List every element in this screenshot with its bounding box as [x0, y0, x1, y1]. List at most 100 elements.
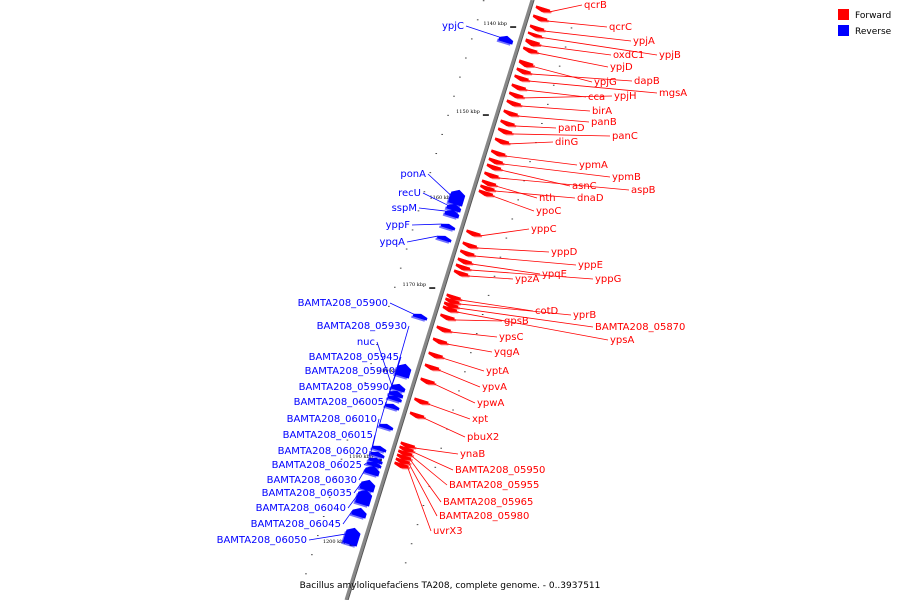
forward-gene-ypqE[interactable] — [457, 257, 473, 265]
forward-gene-label[interactable]: ypjA — [633, 36, 655, 47]
forward-gene-aspB[interactable] — [484, 171, 499, 179]
forward-gene-label[interactable]: yppC — [531, 224, 557, 235]
forward-gene-label[interactable]: oxdC1 — [613, 50, 644, 61]
reverse-gene-BAMTA208_06045[interactable] — [351, 507, 367, 519]
forward-gene-BAMTA208_05980[interactable] — [395, 457, 411, 465]
reverse-gene-label[interactable]: yppF — [386, 220, 411, 231]
reverse-gene-BAMTA208_06050[interactable] — [342, 527, 361, 547]
forward-gene-ynaB[interactable] — [400, 441, 416, 449]
reverse-gene-BAMTA208_06015[interactable] — [369, 451, 385, 459]
forward-gene-label[interactable]: BAMTA208_05950 — [455, 465, 545, 476]
forward-gene-label[interactable]: panD — [558, 123, 585, 134]
forward-gene-cotD[interactable] — [446, 293, 461, 301]
forward-gene-ypjD[interactable] — [522, 46, 538, 54]
forward-gene-label[interactable]: dapB — [634, 76, 660, 87]
reverse-gene-label[interactable]: ypjC — [442, 21, 464, 32]
forward-gene-cca[interactable] — [511, 83, 527, 91]
reverse-gene-BAMTA208_06010[interactable] — [371, 445, 387, 453]
forward-gene-ypjB[interactable] — [527, 31, 543, 38]
forward-gene-label[interactable]: gpsB — [504, 316, 529, 327]
forward-gene-ypvA[interactable] — [424, 363, 440, 371]
reverse-gene-label[interactable]: BAMTA208_06045 — [251, 519, 341, 530]
forward-gene-yppG[interactable] — [455, 263, 471, 271]
reverse-gene-label[interactable]: BAMTA208_06005 — [294, 397, 384, 408]
reverse-gene-BAMTA208_05930[interactable] — [394, 363, 412, 379]
forward-gene-birA[interactable] — [506, 99, 522, 107]
reverse-gene-BAMTA208_05990[interactable] — [384, 403, 400, 411]
reverse-gene-label[interactable]: BAMTA208_06030 — [267, 475, 357, 486]
forward-gene-label[interactable]: ypjD — [610, 62, 633, 73]
reverse-gene-label[interactable]: BAMTA208_06035 — [262, 488, 352, 499]
forward-gene-label[interactable]: aspB — [631, 185, 656, 196]
forward-gene-BAMTA208_05965[interactable] — [396, 453, 412, 461]
reverse-gene-BAMTA208_06005[interactable] — [378, 423, 394, 431]
reverse-gene-BAMTA208_06030[interactable] — [364, 465, 380, 477]
forward-gene-label[interactable]: yppD — [551, 247, 578, 258]
forward-gene-label[interactable]: panC — [612, 131, 638, 142]
forward-gene-label[interactable]: yprB — [573, 310, 596, 321]
forward-gene-label[interactable]: yptA — [486, 366, 509, 377]
forward-gene-ypjG[interactable] — [518, 59, 534, 68]
forward-gene-label[interactable]: ypvA — [482, 382, 507, 393]
reverse-gene-label[interactable]: BAMTA208_06020 — [278, 446, 368, 457]
reverse-gene-label[interactable]: sspM — [392, 203, 417, 214]
forward-gene-ypwA[interactable] — [420, 377, 435, 385]
reverse-gene-label[interactable]: recU — [398, 188, 421, 199]
forward-gene-label[interactable]: uvrX3 — [433, 526, 463, 537]
forward-gene-xpt[interactable] — [414, 397, 429, 405]
reverse-gene-label[interactable]: BAMTA208_06040 — [256, 503, 346, 514]
forward-gene-label[interactable]: ynaB — [460, 449, 485, 460]
reverse-gene-ypqA[interactable] — [436, 235, 452, 243]
forward-gene-label[interactable]: ypsA — [610, 335, 634, 346]
forward-gene-yppC[interactable] — [466, 229, 481, 237]
forward-gene-label[interactable]: xpt — [472, 414, 488, 425]
forward-gene-label[interactable]: qcrB — [584, 0, 607, 11]
forward-gene-asnC[interactable] — [486, 163, 502, 171]
reverse-gene-label[interactable]: BAMTA208_05945 — [309, 352, 399, 363]
reverse-gene-label[interactable]: BAMTA208_06025 — [272, 460, 362, 471]
forward-gene-label[interactable]: ypjB — [659, 50, 681, 61]
forward-gene-label[interactable]: birA — [592, 106, 612, 117]
forward-gene-label[interactable]: ypmB — [612, 172, 641, 183]
reverse-gene-yppF[interactable] — [440, 223, 456, 231]
forward-gene-dinG[interactable] — [494, 137, 510, 145]
forward-gene-yqgA[interactable] — [432, 337, 448, 345]
forward-gene-gpsB[interactable] — [440, 313, 455, 321]
forward-gene-label[interactable]: BAMTA208_05955 — [449, 480, 539, 491]
reverse-gene-BAMTA208_06040[interactable] — [355, 489, 373, 507]
reverse-gene-label[interactable]: BAMTA208_05990 — [299, 382, 389, 393]
reverse-gene-label[interactable]: BAMTA208_06010 — [287, 414, 377, 425]
forward-gene-label[interactable]: ypsC — [499, 332, 523, 343]
forward-gene-label[interactable]: BAMTA208_05870 — [595, 322, 685, 333]
forward-gene-label[interactable]: cca — [588, 92, 605, 103]
reverse-gene-label[interactable]: BAMTA208_06050 — [217, 535, 307, 546]
forward-gene-label[interactable]: ypmA — [579, 160, 608, 171]
forward-gene-panB[interactable] — [503, 109, 518, 117]
forward-gene-label[interactable]: ypqE — [542, 269, 567, 280]
forward-gene-ypzA[interactable] — [453, 269, 469, 277]
reverse-gene-label[interactable]: nuc — [357, 337, 375, 348]
reverse-gene-label[interactable]: BAMTA208_06015 — [283, 430, 373, 441]
forward-gene-dnaD[interactable] — [480, 184, 495, 192]
forward-gene-label[interactable]: mgsA — [659, 88, 687, 99]
forward-gene-label[interactable]: dnaD — [577, 193, 604, 204]
reverse-gene-nuc[interactable] — [390, 383, 406, 393]
forward-gene-yppD[interactable] — [462, 241, 478, 249]
forward-gene-pbuX2[interactable] — [409, 411, 425, 419]
forward-gene-label[interactable]: ypwA — [477, 398, 504, 409]
forward-gene-dapB[interactable] — [516, 67, 531, 75]
forward-gene-label[interactable]: ypzA — [515, 274, 540, 285]
forward-gene-label[interactable]: asnC — [572, 181, 597, 192]
forward-gene-ypsC[interactable] — [436, 325, 452, 333]
forward-gene-label[interactable]: yqgA — [494, 347, 520, 358]
reverse-gene-label[interactable]: ponA — [400, 169, 426, 180]
forward-gene-label[interactable]: BAMTA208_05980 — [439, 511, 529, 522]
forward-gene-yppE[interactable] — [459, 249, 475, 257]
forward-gene-uvrX3[interactable] — [394, 461, 409, 469]
forward-gene-label[interactable]: ypjG — [594, 77, 617, 88]
reverse-gene-label[interactable]: BAMTA208_05930 — [317, 321, 407, 332]
forward-gene-ypjA[interactable] — [529, 24, 545, 32]
forward-gene-label[interactable]: yppG — [595, 274, 621, 285]
forward-gene-label[interactable]: pbuX2 — [467, 432, 499, 443]
reverse-gene-label[interactable]: BAMTA208_05960 — [305, 366, 395, 377]
